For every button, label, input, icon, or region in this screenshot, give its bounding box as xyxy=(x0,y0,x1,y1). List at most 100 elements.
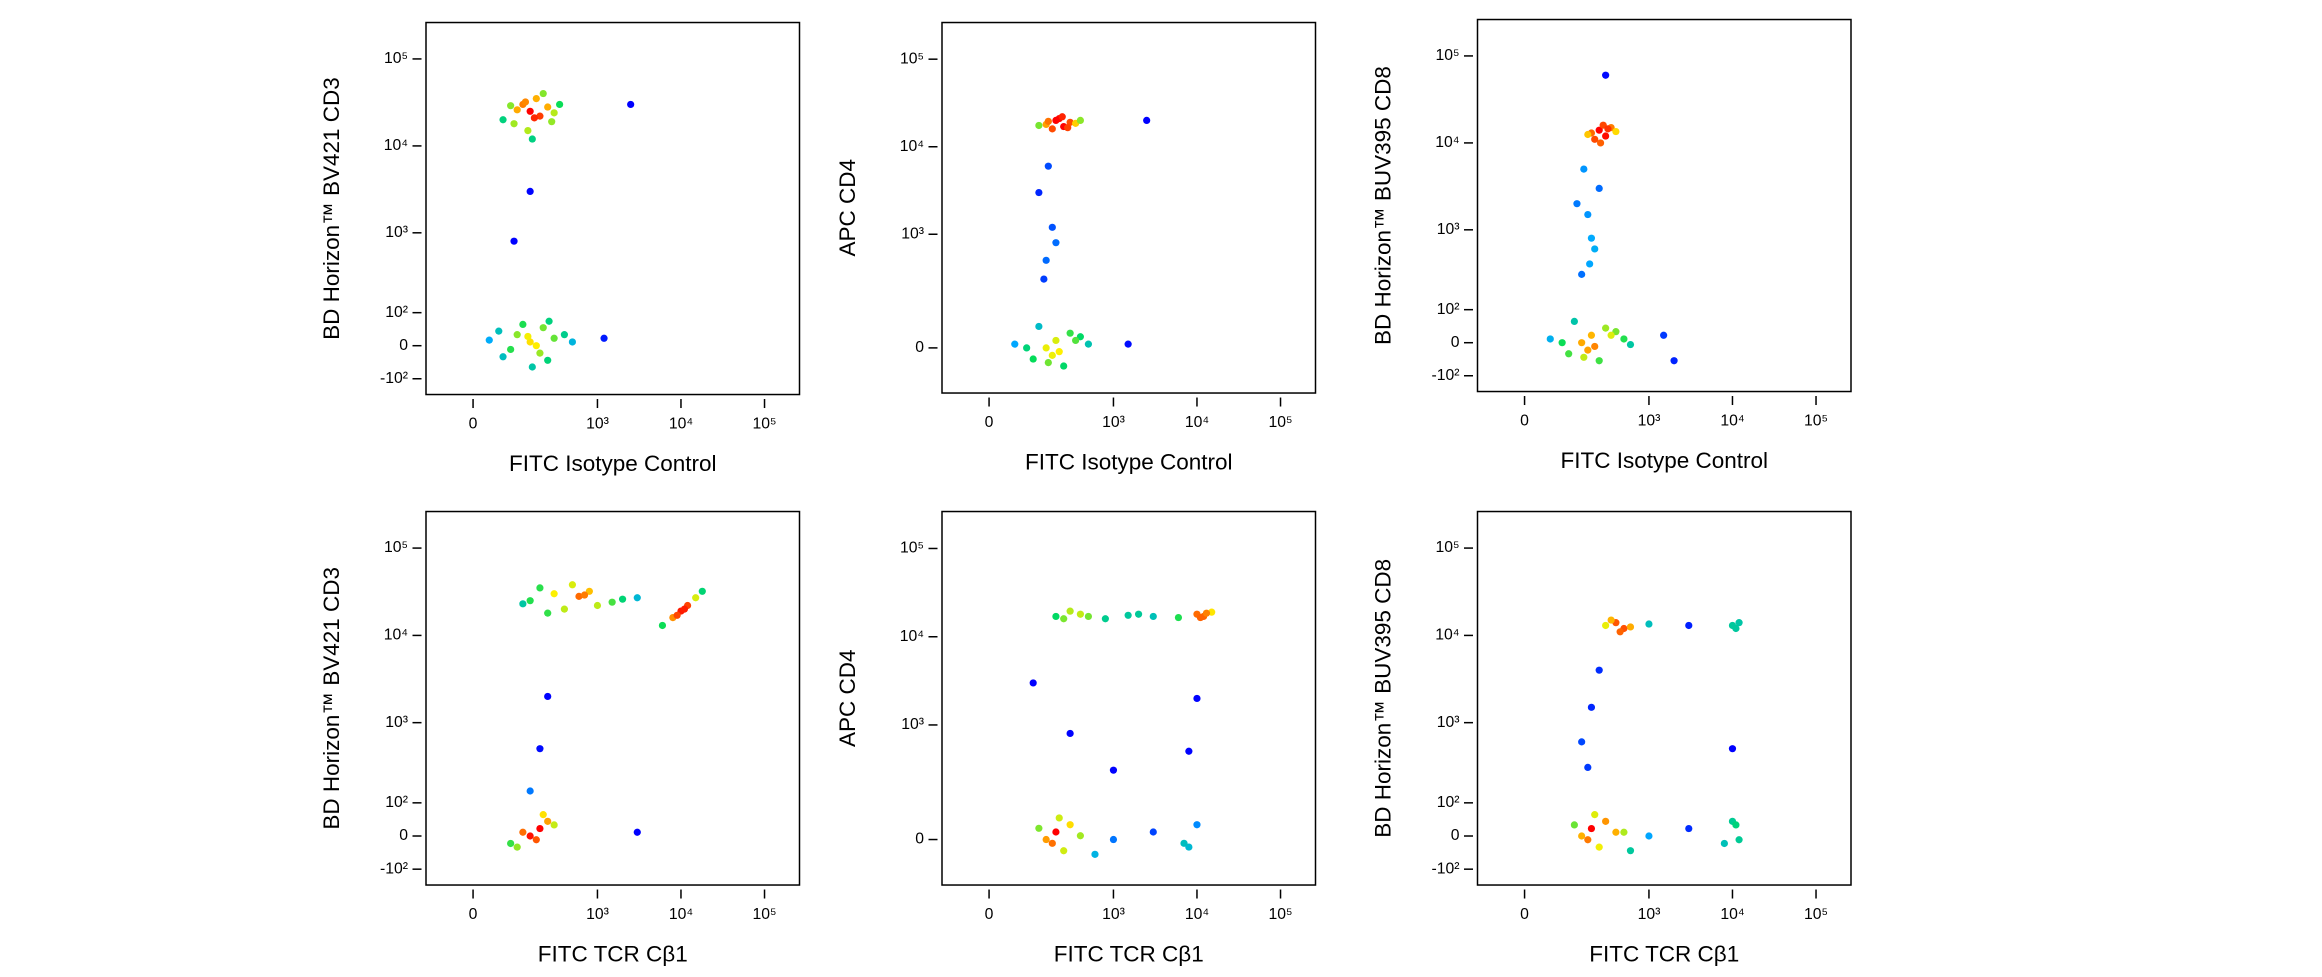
y-tick-label: 10³ xyxy=(1437,714,1460,731)
event-dot xyxy=(1052,828,1060,836)
event-dot xyxy=(556,100,564,109)
event-dot xyxy=(1042,256,1050,264)
event-dot xyxy=(1058,113,1066,121)
event-dot xyxy=(633,594,641,602)
event-dot xyxy=(1728,745,1737,753)
event-dot xyxy=(593,601,602,610)
y-tick-label: 10³ xyxy=(385,714,408,731)
y-tick-label: -10² xyxy=(380,860,408,877)
event-dot xyxy=(1035,322,1043,331)
event-dot xyxy=(1685,824,1693,833)
event-dot xyxy=(568,338,577,346)
event-dot xyxy=(580,591,589,599)
event-dot xyxy=(1202,609,1211,617)
x-tick-label: 10³ xyxy=(1638,906,1661,923)
x-tick-label: 10³ xyxy=(1102,414,1125,431)
event-dot xyxy=(633,828,641,836)
x-tick-label: 10⁵ xyxy=(752,416,776,433)
x-tick-label: 0 xyxy=(985,414,994,431)
event-dot xyxy=(1109,835,1118,844)
y-tick-label: 10² xyxy=(1437,794,1460,811)
event-dot xyxy=(1149,828,1157,836)
event-dot xyxy=(1595,666,1603,674)
event-dot xyxy=(1587,234,1596,242)
event-dot xyxy=(1066,118,1074,126)
event-dot xyxy=(1612,828,1620,836)
event-dot xyxy=(1578,339,1586,347)
event-dot xyxy=(1565,350,1573,358)
event-dot xyxy=(526,597,534,605)
x-tick-label: 10⁴ xyxy=(1185,414,1209,431)
event-dot xyxy=(1645,832,1653,840)
y-tick-label: 10⁴ xyxy=(900,628,924,645)
event-dot xyxy=(544,692,552,701)
event-dot xyxy=(1602,621,1610,630)
event-dot xyxy=(1558,339,1566,347)
event-dot xyxy=(544,609,552,617)
event-dot xyxy=(1055,814,1063,822)
event-dot xyxy=(658,621,667,630)
event-dot xyxy=(1048,125,1056,133)
x-axis-title: FITC Isotype Control xyxy=(1025,449,1233,474)
event-dot xyxy=(1732,821,1740,829)
event-dot xyxy=(1607,616,1615,624)
event-dot xyxy=(1048,351,1056,359)
y-tick-label: 10² xyxy=(385,304,408,321)
event-dot xyxy=(544,817,552,825)
event-dot xyxy=(1584,836,1592,844)
x-tick-label: 10³ xyxy=(1102,906,1125,923)
y-axis-title: BD Horizon™ BUV395 CD8 xyxy=(1370,559,1395,838)
event-dot xyxy=(1066,729,1074,738)
event-dot xyxy=(550,821,558,829)
event-dot xyxy=(1584,130,1592,139)
event-dot xyxy=(1134,610,1143,618)
y-tick-label: 10⁵ xyxy=(384,50,408,67)
x-tick-label: 10³ xyxy=(1638,413,1661,430)
event-dot xyxy=(1578,832,1586,840)
event-dot xyxy=(600,334,608,342)
event-dot xyxy=(1180,839,1188,847)
event-dot xyxy=(495,327,503,335)
event-dot xyxy=(528,363,536,371)
event-dot xyxy=(1124,340,1132,348)
event-dot xyxy=(1060,615,1068,623)
event-dot xyxy=(1616,628,1624,636)
event-dot xyxy=(521,98,530,106)
event-dot xyxy=(1044,358,1052,367)
event-dot xyxy=(550,334,558,342)
event-dot xyxy=(528,135,536,143)
x-tick-label: 10⁵ xyxy=(1804,906,1828,923)
event-dot xyxy=(526,787,534,795)
event-dot xyxy=(1066,607,1074,615)
event-dot xyxy=(1591,811,1599,819)
event-dot xyxy=(1196,613,1205,622)
event-dot xyxy=(536,584,544,592)
event-dot xyxy=(507,102,515,110)
event-dot xyxy=(1029,679,1037,687)
plot-frame xyxy=(425,21,801,396)
event-dot xyxy=(519,600,527,608)
y-tick-label: 10³ xyxy=(901,716,924,733)
event-dot xyxy=(1029,355,1037,363)
y-tick-label: 0 xyxy=(1451,334,1460,351)
event-dot xyxy=(560,331,568,339)
event-dot xyxy=(680,605,689,613)
event-dot xyxy=(1193,821,1201,829)
event-dot xyxy=(1602,132,1610,140)
x-tick-label: 10⁵ xyxy=(1268,414,1292,431)
event-dot xyxy=(1578,270,1586,278)
event-dot xyxy=(608,598,616,606)
y-tick-label: 10⁴ xyxy=(1435,627,1459,644)
x-tick-label: 10⁴ xyxy=(1720,413,1744,430)
event-dot xyxy=(1044,117,1052,125)
event-dot xyxy=(1185,843,1193,851)
event-dot xyxy=(1064,124,1072,132)
x-tick-label: 0 xyxy=(469,416,478,433)
event-dot xyxy=(692,594,700,602)
x-tick-label: 0 xyxy=(985,906,994,923)
event-dot xyxy=(539,89,547,98)
event-dot xyxy=(1084,340,1093,348)
y-tick-label: 0 xyxy=(1451,827,1460,844)
event-dot xyxy=(524,127,532,135)
